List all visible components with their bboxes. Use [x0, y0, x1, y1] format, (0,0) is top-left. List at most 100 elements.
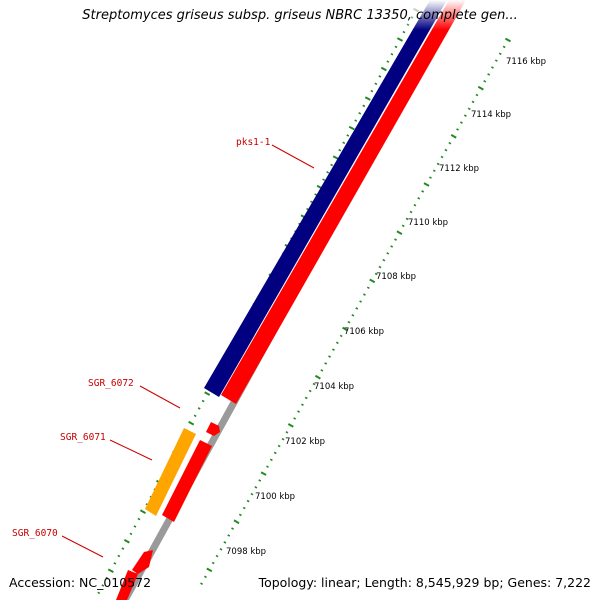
major-tick: [396, 37, 403, 42]
minor-tick: [366, 286, 370, 290]
minor-tick: [347, 320, 351, 324]
minor-tick: [197, 407, 201, 410]
minor-tick: [117, 554, 121, 558]
red-gene-bar[interactable]: [116, 570, 138, 600]
minor-tick: [326, 171, 330, 174]
red-gene-bar[interactable]: [221, 0, 466, 404]
minor-tick: [330, 163, 334, 167]
major-tick: [477, 85, 484, 91]
minor-tick: [370, 89, 374, 93]
minor-tick: [409, 210, 413, 214]
minor-tick: [351, 314, 355, 317]
minor-tick: [440, 155, 444, 159]
orange-gene-bar[interactable]: [145, 428, 196, 516]
minor-tick: [378, 265, 382, 269]
minor-tick: [332, 348, 335, 351]
minor-tick: [498, 52, 502, 56]
minor-tick: [105, 576, 109, 580]
minor-tick: [258, 479, 262, 482]
pks1-1-leader: [271, 144, 315, 169]
navy-gene-bar[interactable]: [204, 0, 447, 397]
major-tick: [396, 230, 403, 235]
minor-tick: [129, 532, 133, 536]
gene-label-pks1-1[interactable]: pks1-1: [236, 137, 271, 148]
minor-tick: [374, 272, 378, 276]
minor-tick: [338, 148, 342, 152]
minor-tick: [363, 293, 366, 296]
major-tick: [123, 539, 130, 544]
ruler-tick-track: [200, 37, 511, 585]
major-tick: [369, 278, 376, 284]
ruler-label: 7098 kbp: [226, 547, 266, 557]
ruler-label: 7116 kbp: [506, 57, 546, 67]
minor-tick: [312, 382, 316, 386]
minor-tick: [269, 458, 273, 462]
minor-tick: [405, 217, 409, 221]
minor-tick: [133, 525, 137, 528]
sgr-6070-leader: [61, 535, 104, 558]
top-fade: [380, 0, 510, 30]
minor-tick: [219, 548, 223, 551]
minor-tick: [390, 245, 394, 248]
red-gene-arrow[interactable]: [132, 550, 153, 574]
minor-tick: [328, 355, 331, 358]
ruler-label: 7112 kbp: [439, 164, 479, 174]
minor-tick: [394, 45, 398, 49]
minor-tick: [432, 169, 436, 173]
red-gene-arrow[interactable]: [206, 422, 220, 436]
minor-tick: [227, 534, 231, 537]
major-tick: [364, 96, 371, 101]
major-tick: [260, 471, 267, 476]
minor-tick: [246, 499, 250, 503]
minor-tick: [113, 562, 117, 565]
minor-tick: [386, 252, 390, 255]
gene-label-sgr-6071[interactable]: SGR_6071: [60, 432, 106, 443]
minor-tick: [201, 399, 205, 403]
minor-tick: [346, 134, 350, 137]
red-gene-arrow[interactable]: [162, 440, 212, 522]
minor-tick: [314, 193, 318, 196]
minor-tick: [238, 513, 242, 517]
accession-label: Accession: NC_010572: [9, 575, 152, 590]
minor-tick: [394, 238, 397, 241]
minor-tick: [101, 584, 105, 587]
minor-tick: [281, 437, 285, 441]
major-tick: [450, 134, 457, 139]
major-tick: [287, 423, 294, 428]
genome-summary: Topology: linear; Length: 8,545,929 bp; …: [258, 575, 591, 590]
major-tick: [348, 125, 355, 131]
minor-tick: [467, 107, 471, 111]
minor-tick: [448, 141, 452, 145]
minor-tick: [266, 465, 269, 468]
minor-tick: [285, 431, 289, 434]
minor-tick: [401, 224, 405, 228]
gene-label-sgr-6072[interactable]: SGR_6072: [88, 378, 134, 389]
minor-tick: [362, 104, 366, 108]
major-tick: [314, 374, 321, 380]
minor-tick: [429, 176, 432, 179]
minor-tick: [475, 93, 479, 97]
major-tick: [380, 66, 387, 72]
minor-tick: [277, 444, 281, 448]
minor-tick: [390, 52, 394, 56]
minor-tick: [97, 591, 101, 595]
minor-tick: [382, 258, 386, 262]
minor-tick: [402, 30, 406, 34]
minor-tick: [324, 362, 328, 365]
minor-tick: [137, 517, 141, 521]
major-tick: [107, 568, 114, 573]
gene-label-sgr-6070[interactable]: SGR_6070: [12, 528, 58, 539]
minor-tick: [322, 178, 326, 181]
major-tick: [206, 567, 213, 573]
minor-tick: [301, 403, 304, 407]
minor-tick: [335, 341, 339, 345]
minor-tick: [460, 121, 463, 124]
minor-tick: [494, 59, 498, 62]
minor-tick: [436, 162, 440, 166]
major-tick: [505, 37, 511, 43]
ruler-label: 7102 kbp: [285, 437, 325, 447]
minor-tick: [421, 190, 425, 193]
ruler-label: 7106 kbp: [344, 327, 384, 337]
minor-tick: [223, 541, 227, 544]
